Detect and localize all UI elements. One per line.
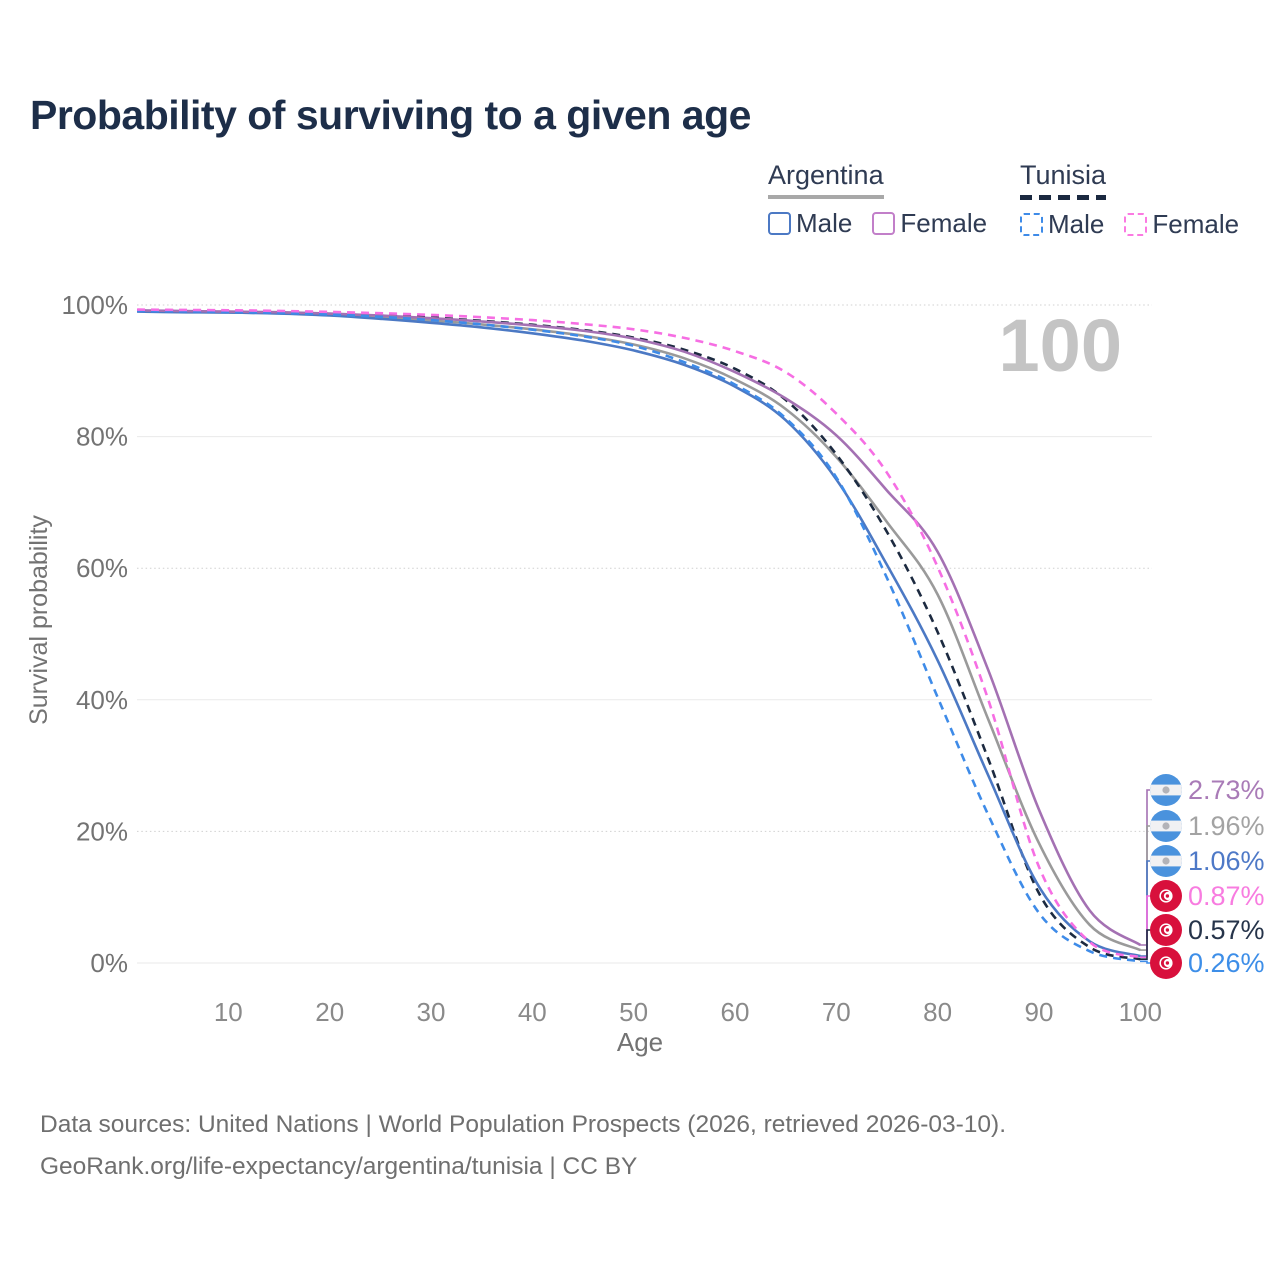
end-connector-tunisia_male	[1140, 960, 1151, 964]
argentina-flag-icon	[1150, 774, 1182, 806]
x-tick-label-50: 50	[619, 997, 648, 1027]
y-tick-label-100: 100%	[62, 290, 129, 320]
legend-row-argentina: Male Female	[768, 208, 987, 239]
footer: Data sources: United Nations | World Pop…	[40, 1104, 1006, 1188]
series-line-tunisia_female[interactable]	[137, 308, 1141, 959]
x-tick-label-10: 10	[214, 997, 243, 1027]
series-line-argentina_male[interactable]	[137, 310, 1141, 958]
legend-swatch-tunisia-female[interactable]	[1124, 213, 1148, 236]
legend-underline-argentina	[768, 195, 884, 199]
series-line-tunisia_both[interactable]	[137, 309, 1141, 961]
series-line-tunisia_male[interactable]	[137, 309, 1141, 963]
data-sources-line: Data sources: United Nations | World Pop…	[40, 1111, 1007, 1138]
argentina-flag-icon	[1150, 845, 1182, 877]
series-line-argentina_both[interactable]	[137, 309, 1141, 952]
end-connector-argentina_male	[1140, 860, 1151, 957]
series-line-argentina_female[interactable]	[137, 309, 1142, 947]
legend-group-argentina: Argentina Male Female	[768, 160, 987, 239]
legend-country-argentina[interactable]: Argentina	[768, 160, 884, 190]
end-label-argentina_female: 2.73%	[1188, 775, 1265, 805]
legend-title-tunisia: Tunisia	[1020, 160, 1107, 200]
legend-underline-tunisia	[1020, 195, 1107, 200]
legend-swatch-argentina-female[interactable]	[872, 212, 896, 235]
y-axis-title: Survival probability	[25, 515, 53, 725]
end-label-argentina_male: 1.06%	[1188, 846, 1265, 876]
end-label-tunisia_both: 0.57%	[1188, 915, 1265, 945]
legend-swatch-argentina-male[interactable]	[768, 212, 791, 235]
y-tick-label-20: 20%	[76, 816, 128, 846]
legend: Argentina Male Female Tunisia Male Femal…	[0, 160, 1280, 240]
legend-swatch-tunisia-male[interactable]	[1020, 213, 1043, 236]
x-tick-label-80: 80	[923, 997, 952, 1027]
x-tick-label-90: 90	[1025, 997, 1054, 1027]
tunisia-flag-icon	[1150, 880, 1182, 912]
end-label-tunisia_female: 0.87%	[1188, 881, 1265, 911]
legend-label-tunisia-female[interactable]: Female	[1152, 209, 1240, 239]
legend-group-tunisia: Tunisia Male Female	[1020, 160, 1239, 240]
y-tick-label-40: 40%	[76, 685, 128, 715]
legend-label-argentina-female[interactable]: Female	[900, 208, 988, 238]
end-connector-tunisia_female	[1140, 895, 1151, 959]
x-tick-label-20: 20	[315, 997, 344, 1027]
x-tick-label-40: 40	[518, 997, 547, 1027]
end-connector-argentina_female	[1140, 789, 1151, 946]
attribution-line: GeoRank.org/life-expectancy/argentina/tu…	[40, 1153, 638, 1180]
argentina-flag-icon	[1150, 810, 1182, 842]
legend-row-tunisia: Male Female	[1020, 209, 1239, 240]
end-connector-argentina_both	[1140, 825, 1151, 951]
legend-label-tunisia-male[interactable]: Male	[1048, 209, 1105, 239]
legend-label-argentina-male[interactable]: Male	[796, 208, 853, 238]
legend-country-tunisia[interactable]: Tunisia	[1020, 160, 1107, 190]
end-connector-tunisia_both	[1140, 929, 1151, 960]
y-tick-label-80: 80%	[76, 422, 128, 452]
y-tick-label-0: 0%	[90, 948, 128, 978]
end-label-tunisia_male: 0.26%	[1188, 948, 1265, 978]
y-tick-label-60: 60%	[76, 553, 128, 583]
tunisia-flag-icon	[1150, 947, 1182, 979]
page-title: Probability of surviving to a given age	[30, 92, 751, 138]
legend-title-argentina: Argentina	[768, 160, 884, 199]
x-tick-label-70: 70	[822, 997, 851, 1027]
x-tick-label-100: 100	[1119, 997, 1162, 1027]
x-tick-label-60: 60	[721, 997, 750, 1027]
x-axis-title: Age	[617, 1027, 663, 1057]
end-label-argentina_both: 1.96%	[1188, 811, 1265, 841]
x-tick-label-30: 30	[417, 997, 446, 1027]
age-indicator-watermark: 100	[999, 304, 1122, 387]
tunisia-flag-icon	[1150, 914, 1182, 946]
